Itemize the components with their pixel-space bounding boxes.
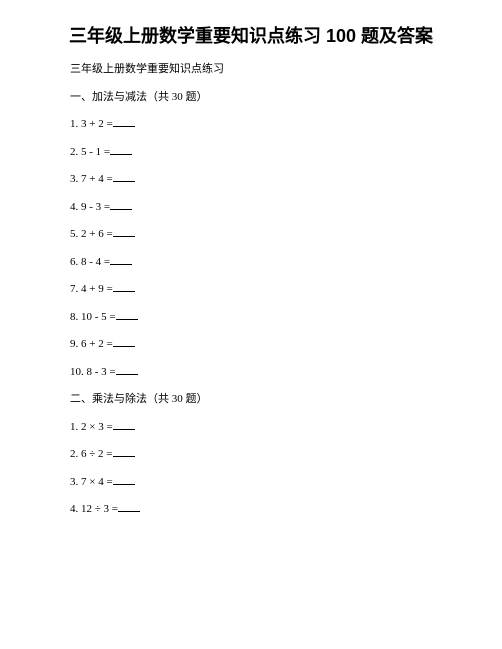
answer-blank [113, 227, 135, 237]
problem-text: 7. 4 + 9 = [70, 283, 113, 295]
answer-blank [110, 145, 132, 155]
answer-blank [116, 365, 138, 375]
answer-blank [113, 475, 135, 485]
problem-text: 8. 10 - 5 = [70, 311, 116, 323]
problem-text: 9. 6 + 2 = [70, 338, 113, 350]
problem-text: 2. 5 - 1 = [70, 146, 110, 158]
problem-line: 9. 6 + 2 = [70, 336, 454, 353]
problem-line: 10. 8 - 3 = [70, 364, 454, 381]
problem-text: 4. 9 - 3 = [70, 201, 110, 213]
problem-text: 6. 8 - 4 = [70, 256, 110, 268]
problem-text: 5. 2 + 6 = [70, 228, 113, 240]
answer-blank [110, 200, 132, 210]
problem-text: 2. 6 ÷ 2 = [70, 448, 113, 460]
problem-text: 4. 12 ÷ 3 = [70, 503, 118, 515]
problem-text: 10. 8 - 3 = [70, 366, 116, 378]
problem-line: 2. 6 ÷ 2 = [70, 446, 454, 463]
answer-blank [113, 282, 135, 292]
problem-line: 3. 7 × 4 = [70, 474, 454, 491]
answer-blank [113, 337, 135, 347]
page-title: 三年级上册数学重要知识点练习 100 题及答案 [48, 24, 454, 49]
problem-text: 3. 7 + 4 = [70, 173, 113, 185]
answer-blank [113, 117, 135, 127]
answer-blank [118, 502, 140, 512]
answer-blank [113, 447, 135, 457]
problem-line: 6. 8 - 4 = [70, 254, 454, 271]
subtitle-line: 三年级上册数学重要知识点练习 [70, 61, 454, 78]
section2-heading: 二、乘法与除法（共 30 题） [70, 391, 454, 408]
answer-blank [113, 172, 135, 182]
problem-line: 7. 4 + 9 = [70, 281, 454, 298]
answer-blank [113, 420, 135, 430]
problem-line: 8. 10 - 5 = [70, 309, 454, 326]
problem-line: 4. 12 ÷ 3 = [70, 501, 454, 518]
problem-text: 1. 2 × 3 = [70, 421, 113, 433]
problem-line: 5. 2 + 6 = [70, 226, 454, 243]
problem-line: 1. 2 × 3 = [70, 419, 454, 436]
problem-text: 1. 3 + 2 = [70, 118, 113, 130]
problem-text: 3. 7 × 4 = [70, 476, 113, 488]
section1-heading: 一、加法与减法（共 30 题） [70, 89, 454, 106]
answer-blank [116, 310, 138, 320]
problem-line: 4. 9 - 3 = [70, 199, 454, 216]
problem-line: 2. 5 - 1 = [70, 144, 454, 161]
answer-blank [110, 255, 132, 265]
problem-line: 3. 7 + 4 = [70, 171, 454, 188]
problem-line: 1. 3 + 2 = [70, 116, 454, 133]
